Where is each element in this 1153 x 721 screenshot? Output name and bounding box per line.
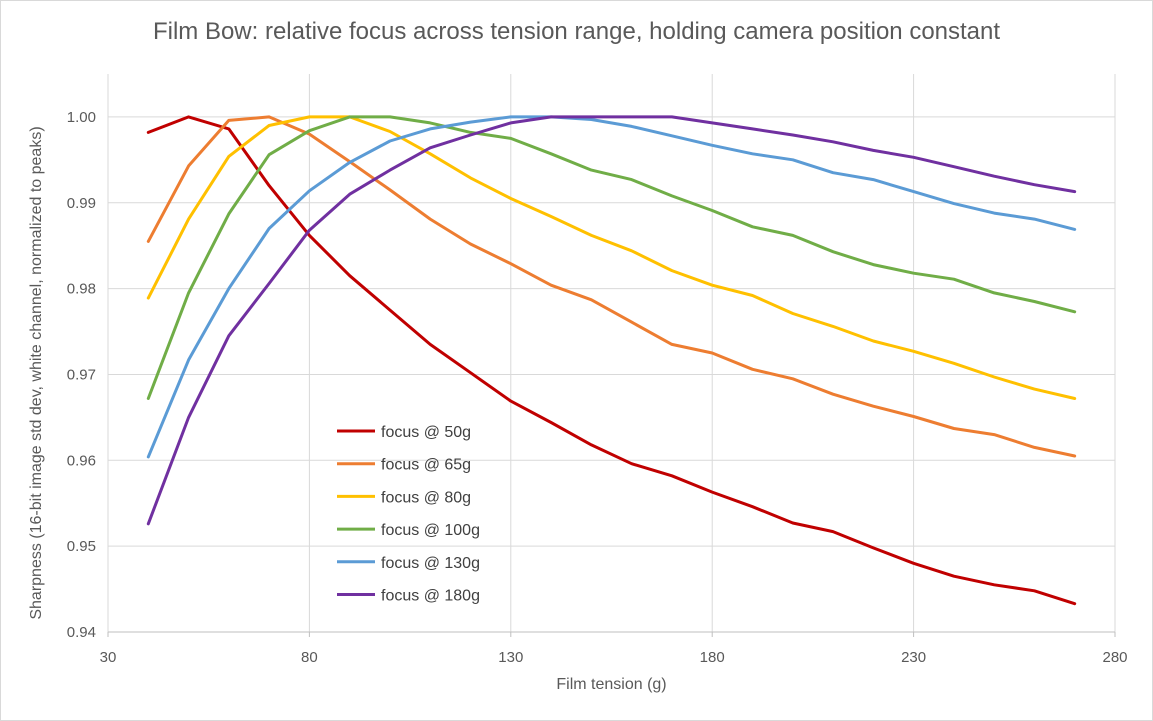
y-tick-label: 0.97 [67,366,96,383]
x-tick-label: 230 [901,649,926,666]
y-tick-label: 0.99 [67,195,96,212]
legend: focus @ 50g focus @ 65g focus @ 80g focus @… [337,424,480,605]
x-tick-label: 130 [498,649,523,666]
y-tick-label: 1.00 [67,109,96,126]
series-line [146,115,1077,400]
legend-label: focus @ 180g [381,588,480,605]
legend-label: focus @ 65g [381,457,471,474]
axes: 0.94 0.95 0.96 0.97 0.98 0.99 1.00 30 80 130 180 23… [67,109,1128,666]
legend-label: focus @ 50g [381,424,471,441]
y-tick-label: 0.98 [67,281,96,298]
series-line [146,115,1077,458]
y-tick-label: 0.94 [67,624,96,641]
x-tick-label: 280 [1102,649,1127,666]
y-tick-label: 0.95 [67,538,96,555]
x-tick-label: 30 [100,649,117,666]
series-line [146,115,1077,400]
legend-label: focus @ 130g [381,555,480,572]
legend-label: focus @ 80g [381,489,471,506]
series-line [146,115,1077,526]
series-line [146,115,1077,606]
gridlines [107,74,1116,633]
x-tick-label: 80 [301,649,318,666]
x-tick-label: 180 [700,649,725,666]
x-axis-title: Film tension (g) [556,676,667,693]
series-lines [146,115,1077,606]
chart-title: Film Bow: relative focus across tension … [152,18,1001,45]
series-line [146,115,1077,459]
legend-label: focus @ 100g [381,522,480,539]
y-tick-label: 0.96 [67,452,96,469]
